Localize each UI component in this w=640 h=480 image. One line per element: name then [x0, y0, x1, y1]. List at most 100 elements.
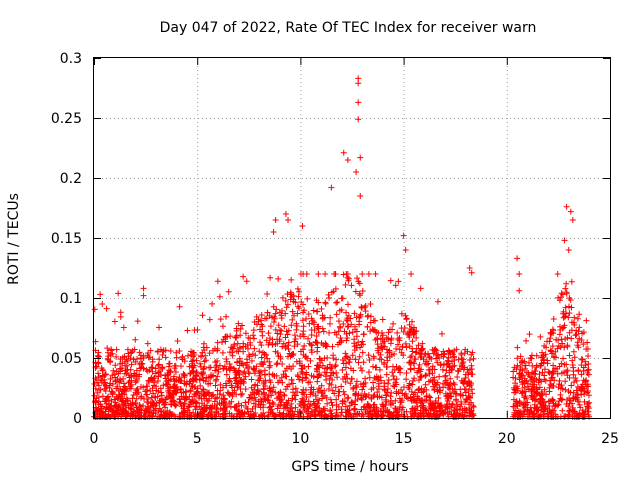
- data-point: [372, 336, 379, 343]
- data-point: [318, 357, 325, 364]
- data-point: [120, 324, 127, 331]
- data-point: [206, 389, 213, 396]
- data-point: [133, 372, 140, 379]
- data-point: [274, 330, 281, 337]
- data-point: [517, 364, 524, 371]
- data-point: [234, 359, 241, 366]
- data-point: [150, 382, 157, 389]
- data-point: [418, 373, 425, 380]
- data-point: [140, 353, 147, 360]
- data-point: [216, 293, 223, 300]
- data-point: [272, 389, 279, 396]
- data-point: [343, 309, 350, 316]
- data-point: [529, 374, 536, 381]
- data-point: [340, 320, 347, 327]
- data-point: [521, 377, 528, 384]
- data-point: [179, 356, 186, 363]
- data-point: [568, 382, 575, 389]
- data-point: [138, 364, 145, 371]
- data-point: [352, 356, 359, 363]
- data-point: [333, 369, 340, 376]
- data-point: [566, 352, 573, 359]
- data-point: [545, 398, 552, 405]
- data-point: [298, 299, 305, 305]
- data-point: [462, 371, 469, 378]
- data-point: [565, 303, 572, 310]
- data-point: [554, 345, 561, 352]
- data-point: [269, 336, 276, 343]
- data-point: [171, 365, 178, 372]
- data-point: [262, 396, 269, 403]
- data-point: [536, 376, 543, 383]
- data-point: [345, 323, 352, 330]
- data-point: [565, 411, 572, 418]
- data-point: [357, 344, 364, 351]
- data-point: [306, 340, 313, 347]
- data-point: [133, 387, 140, 394]
- data-point: [333, 311, 340, 318]
- data-point: [271, 372, 278, 379]
- data-point: [352, 326, 359, 333]
- data-point: [355, 80, 362, 87]
- data-point: [153, 400, 160, 407]
- data-point: [209, 300, 216, 307]
- data-point: [533, 396, 540, 403]
- data-point: [568, 335, 575, 342]
- data-point: [119, 354, 126, 361]
- data-point: [453, 390, 460, 397]
- data-point: [579, 330, 586, 337]
- data-point: [91, 380, 98, 387]
- data-point: [439, 366, 446, 373]
- data-point: [385, 336, 392, 343]
- data-point: [139, 360, 146, 367]
- data-point: [355, 116, 362, 123]
- data-point: [361, 304, 368, 311]
- data-point: [233, 325, 240, 332]
- data-point: [571, 321, 578, 328]
- data-point: [306, 403, 313, 410]
- data-point: [570, 379, 577, 386]
- data-point: [431, 374, 438, 381]
- data-point: [528, 394, 535, 401]
- data-point: [219, 349, 226, 356]
- data-point: [212, 395, 219, 402]
- data-point: [539, 408, 546, 415]
- data-point: [250, 332, 257, 339]
- data-point: [200, 387, 207, 394]
- data-point: [370, 327, 377, 334]
- data-point: [560, 355, 567, 362]
- data-point: [550, 398, 557, 405]
- data-point: [302, 374, 309, 381]
- data-point: [93, 376, 100, 383]
- data-point: [407, 394, 414, 401]
- data-point: [102, 406, 109, 413]
- data-point: [280, 371, 287, 378]
- data-point: [452, 386, 459, 393]
- data-point: [526, 331, 533, 338]
- data-point: [102, 387, 109, 394]
- data-point: [183, 396, 190, 403]
- data-point: [300, 323, 307, 330]
- data-point: [328, 410, 335, 417]
- data-point: [176, 303, 183, 310]
- data-point: [468, 386, 475, 393]
- data-point: [542, 377, 549, 384]
- data-point: [563, 280, 570, 287]
- data-point: [579, 407, 586, 414]
- data-point: [148, 364, 155, 371]
- data-point: [410, 360, 417, 367]
- data-point: [190, 357, 197, 364]
- data-point: [355, 339, 362, 346]
- data-point: [418, 345, 425, 352]
- y-tick-label: 0.05: [51, 351, 82, 367]
- data-point: [433, 355, 440, 362]
- data-point: [541, 356, 548, 363]
- data-point: [299, 395, 306, 402]
- data-point: [555, 401, 562, 408]
- data-point: [214, 278, 221, 285]
- data-point: [185, 352, 192, 359]
- data-point: [303, 369, 310, 376]
- data-point: [541, 366, 548, 373]
- data-point: [174, 337, 181, 344]
- data-point: [585, 366, 592, 373]
